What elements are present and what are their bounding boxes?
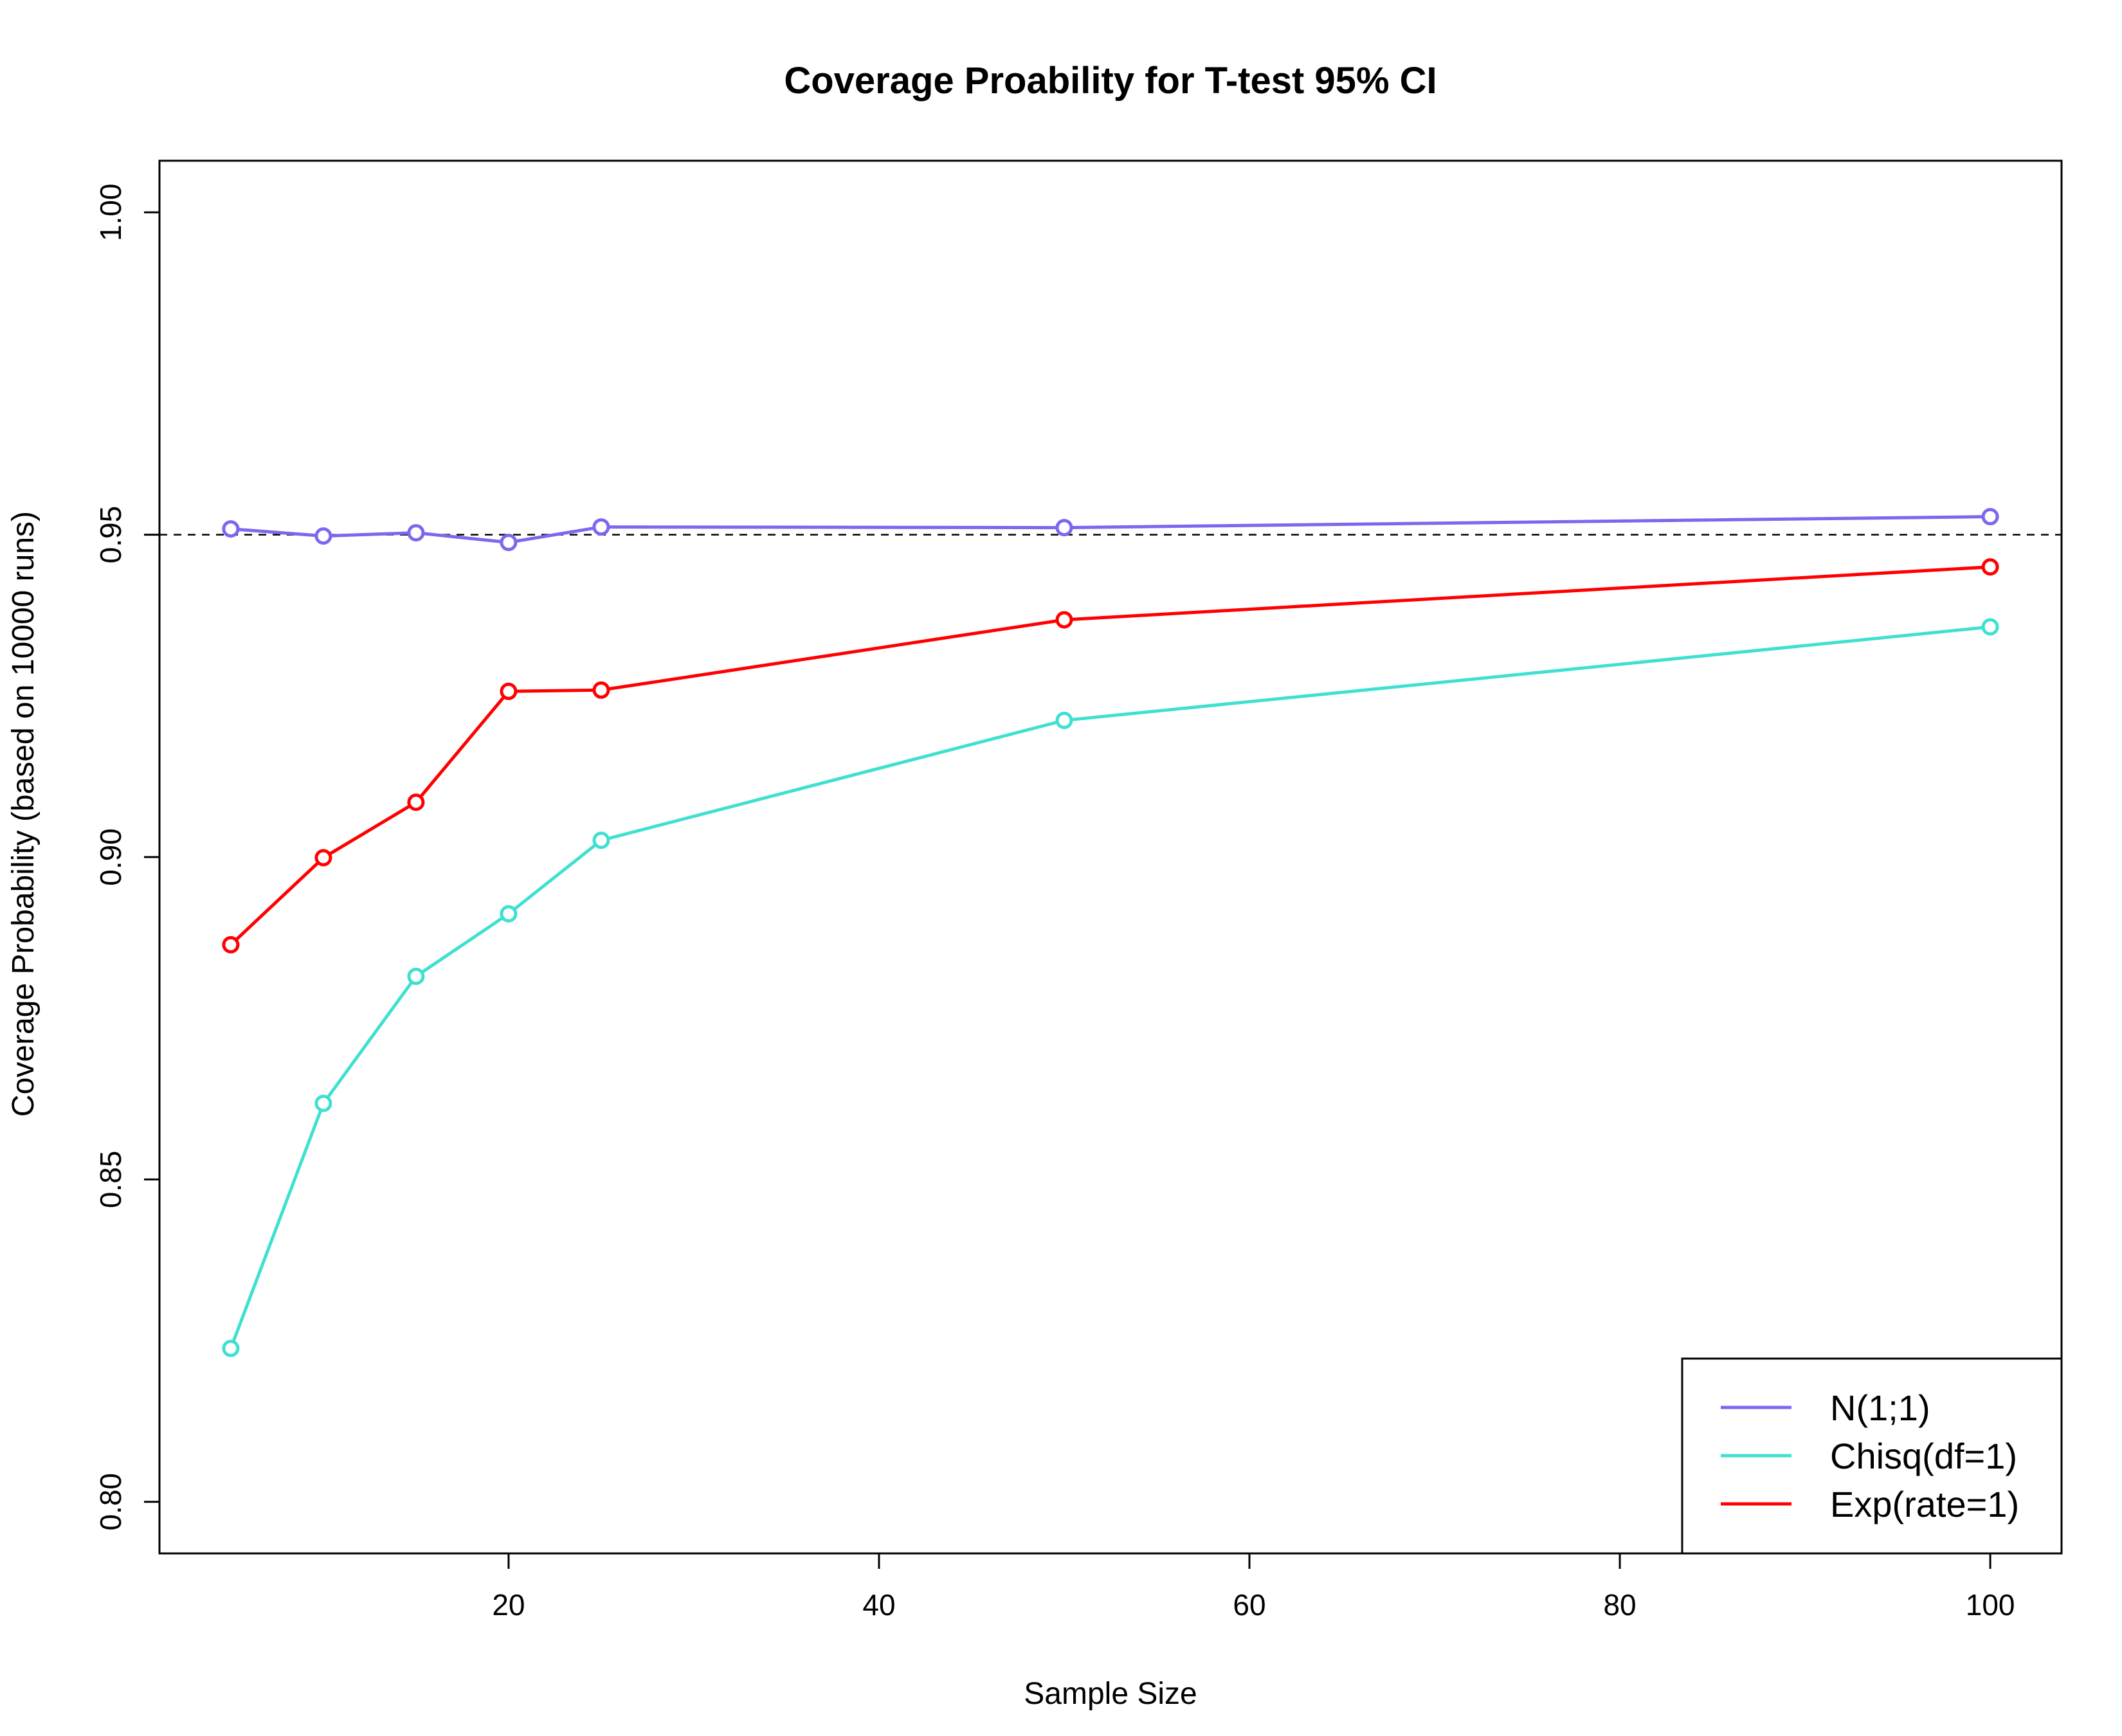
data-point [592,831,610,849]
data-point [222,520,240,538]
data-point [592,681,610,699]
data-point [592,518,610,536]
data-point [500,905,518,923]
y-tick-label: 0.90 [94,828,127,886]
data-point [407,968,425,986]
data-point [314,527,332,545]
legend-label: Chisq(df=1) [1830,1436,2017,1476]
data-point [314,849,332,867]
data-point [1055,611,1073,629]
data-point [407,793,425,811]
data-point [500,534,518,552]
data-point [1981,618,1999,636]
y-tick-label: 0.80 [94,1473,127,1531]
series-chisq-df-1 [222,618,1999,1357]
legend: N(1;1) Chisq(df=1) Exp(rate=1) [1681,1357,2063,1555]
x-axis-label: Sample Size [1024,1677,1197,1711]
data-point [1055,519,1073,537]
data-point [314,1094,332,1112]
y-tick-label: 0.85 [94,1151,127,1209]
x-tick-label: 100 [1966,1588,2015,1622]
data-point [1981,558,1999,576]
series-layer [222,508,1999,1357]
data-point [407,524,425,542]
y-tick-label: 1.00 [94,183,127,241]
x-tick-label: 40 [862,1588,895,1622]
data-point [1055,711,1073,729]
data-point [222,1339,240,1357]
chart-title: Coverage Proability for T-test 95% CI [784,60,1437,102]
data-point [1981,508,1999,526]
data-point [500,682,518,700]
x-tick-label: 60 [1233,1588,1265,1622]
y-axis: 0.80 0.85 0.90 0.95 1.00 [94,183,161,1531]
series-n-1-1 [222,508,1999,552]
y-axis-label: Coverage Probability (based on 10000 run… [6,511,41,1117]
legend-label: Exp(rate=1) [1830,1484,2019,1524]
series-exp-rate-1 [222,558,1999,954]
x-tick-label: 20 [492,1588,525,1622]
x-tick-label: 80 [1603,1588,1636,1622]
data-point [222,936,240,954]
legend-label: N(1;1) [1830,1388,1930,1428]
y-tick-label: 0.95 [94,506,127,564]
